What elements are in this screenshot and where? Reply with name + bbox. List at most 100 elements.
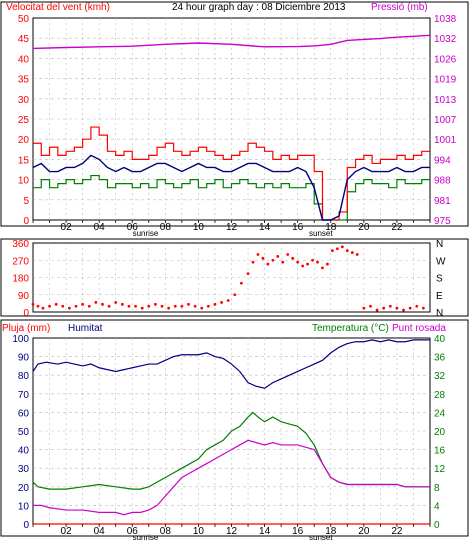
date-title: 24 hour graph day : 08 Diciembre 2013	[172, 2, 346, 13]
p1-y-left-tick-label: 35	[18, 75, 30, 86]
direction-point	[311, 258, 314, 262]
p1-y-right-tick-label: 1013	[434, 95, 457, 106]
wind-average-line	[32, 154, 430, 221]
p2-y-left-tick-label: 0	[23, 308, 29, 319]
direction-point	[200, 306, 204, 310]
direction-point	[281, 260, 285, 264]
p1-y-right-tick-label: 988	[434, 176, 451, 187]
p3-y-left-tick-label: 50	[18, 427, 30, 438]
p2-y-right-tick-label: N	[436, 308, 443, 319]
direction-point	[316, 260, 319, 264]
p2-y-right-tick-label: E	[436, 291, 443, 302]
direction-point	[226, 299, 230, 302]
p3-y-right-tick-label: 28	[434, 390, 446, 401]
direction-point	[306, 262, 309, 266]
direction-point	[81, 302, 85, 306]
direction-point	[266, 262, 270, 266]
direction-point	[193, 304, 197, 308]
p1-y-left-tick-label: 15	[18, 155, 30, 166]
direction-point	[415, 304, 419, 308]
direction-point	[240, 281, 243, 285]
direction-point	[94, 301, 98, 304]
p1-y-right-tick-label: 1019	[434, 75, 457, 86]
p1-y-right-tick-label: 1032	[434, 34, 457, 45]
direction-point	[206, 304, 210, 308]
direction-point	[331, 249, 334, 253]
wind-gust-line	[33, 126, 430, 221]
p3-x-tick-label: 14	[259, 526, 271, 537]
direction-point	[261, 256, 265, 260]
p1-y-left-tick-label: 45	[18, 34, 30, 45]
direction-point	[140, 306, 144, 310]
direction-point	[369, 304, 372, 308]
p1-y-left-tick-label: 50	[18, 14, 30, 25]
direction-point	[67, 306, 71, 310]
p1-panel-border	[0, 1, 469, 227]
p3-y-right-tick-label: 0	[434, 520, 440, 531]
p1-x-tick-label: 16	[292, 222, 304, 233]
direction-point	[167, 306, 171, 310]
direction-point	[154, 302, 157, 306]
p3-y-right-tick-label: 8	[434, 483, 440, 494]
p1-x-tick-label: 22	[391, 222, 403, 233]
p2-y-left-tick-label: 270	[12, 256, 29, 267]
direction-point	[291, 256, 295, 260]
p1-sunset-label: sunset	[309, 229, 333, 238]
p2-y-left-tick-label: 360	[12, 239, 29, 250]
p1-x-tick-label: 02	[61, 222, 73, 233]
p1-y-right-tick-label: 1038	[434, 14, 457, 25]
direction-point	[220, 301, 223, 304]
p3-y-left-tick-label: 10	[18, 501, 30, 512]
direction-point	[335, 247, 339, 251]
direction-point	[120, 302, 124, 306]
direction-point	[355, 253, 359, 256]
rain-title: Pluja (mm)	[2, 323, 50, 334]
direction-point	[350, 251, 354, 254]
wind-title: Velocitat del vent (kmh)	[6, 2, 110, 13]
direction-point	[286, 253, 290, 256]
p3-y-right-tick-label: 16	[434, 446, 446, 457]
p1-y-left-tick-label: 30	[18, 95, 30, 106]
p3-x-tick-label: 16	[292, 526, 304, 537]
p3-x-tick-label: 06	[127, 526, 139, 537]
p3-y-left-tick-label: 30	[18, 464, 30, 475]
p3-x-tick-label: 18	[325, 526, 337, 537]
p3-sunrise-label: sunrise	[133, 533, 159, 542]
p1-x-tick-label: 08	[160, 222, 172, 233]
direction-point	[251, 260, 255, 264]
p1-x-tick-label: 06	[127, 222, 139, 233]
direction-point	[326, 262, 329, 266]
p3-y-right-tick-label: 24	[434, 408, 446, 419]
p3-x-tick-label: 20	[358, 526, 370, 537]
p1-y-left-tick-label: 0	[23, 216, 29, 227]
direction-point	[173, 304, 177, 308]
direction-point	[276, 255, 280, 258]
p1-x-tick-label: 10	[193, 222, 205, 233]
p1-y-right-tick-label: 1026	[434, 54, 457, 65]
p2-y-left-tick-label: 180	[12, 274, 29, 285]
direction-point	[301, 264, 305, 268]
p1-y-left-tick-label: 25	[18, 115, 30, 126]
p2-y-right-tick-label: W	[436, 256, 446, 267]
direction-point	[321, 266, 324, 270]
p3-y-left-tick-label: 40	[18, 446, 30, 457]
p1-x-tick-label: 18	[325, 222, 337, 233]
p1-x-tick-label: 04	[94, 222, 106, 233]
dewpoint-title: Punt rosada	[392, 323, 446, 334]
direction-point	[180, 304, 184, 308]
p1-y-right-tick-label: 975	[434, 216, 451, 227]
direction-point	[402, 308, 405, 312]
p1-y-left-tick-label: 40	[18, 54, 30, 65]
direction-point	[147, 304, 151, 308]
p3-y-left-tick-label: 90	[18, 353, 30, 364]
dewpoint-line	[33, 439, 430, 516]
p1-y-left-tick-label: 5	[23, 196, 29, 207]
p1-y-right-tick-label: 1001	[434, 135, 457, 146]
p3-x-tick-label: 10	[193, 526, 205, 537]
p3-y-left-tick-label: 0	[23, 520, 29, 531]
direction-point	[345, 249, 349, 253]
direction-point	[41, 306, 45, 310]
direction-point	[213, 302, 217, 306]
direction-point	[87, 304, 91, 308]
